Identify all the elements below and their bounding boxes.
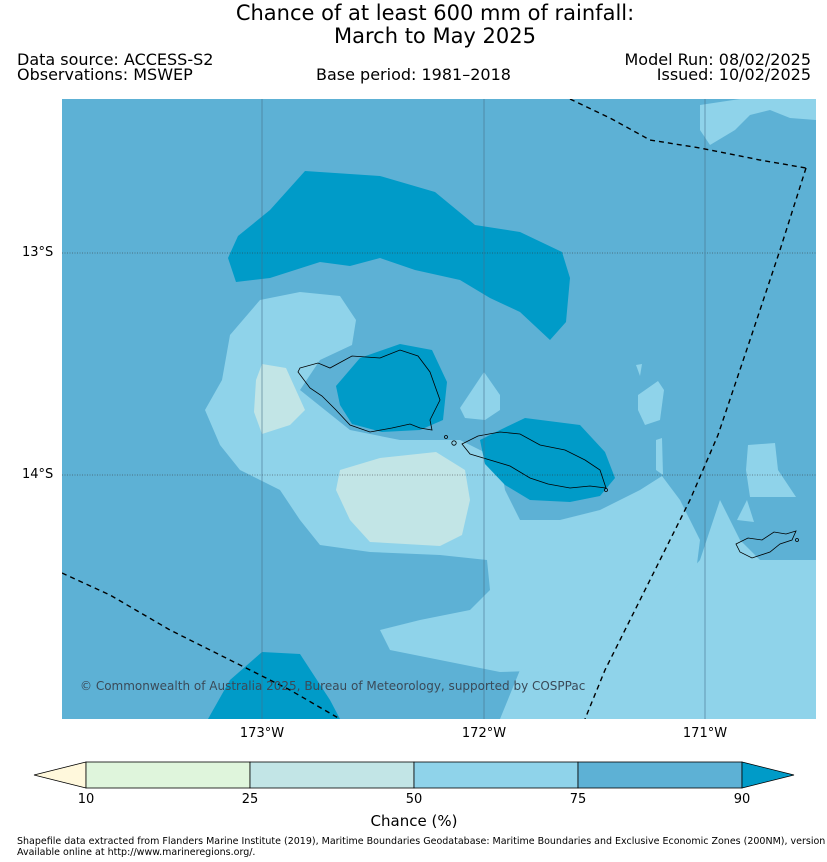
chart-title: Chance of at least 600 mm of rainfall: [235,1,635,25]
colorbar-extend-high [741,761,795,789]
region-90-upolu [336,344,447,432]
colorbar-label: Chance (%) [370,812,458,830]
lon-label-172w: 172°W [461,726,507,741]
region-25-50-center [336,452,470,546]
chart-subtitle: March to May 2025 [334,24,536,48]
lat-label-14s: 14°S [22,467,54,482]
region-25-50-west [254,364,305,434]
copyright-notice: © Commonwealth of Australia 2025, Bureau… [80,679,586,693]
island-savaii [297,349,441,433]
colorbar-tick-25: 25 [241,792,259,807]
region-90-north [228,171,570,340]
colorbar-tick-50: 50 [405,792,423,807]
islet-b [451,440,457,446]
issued-date: Issued: 10/02/2025 [656,65,811,84]
islet-c [604,488,608,492]
colorbar-extend-low [33,761,87,789]
colorbar-tick-75: 75 [569,792,587,807]
region-50-75-northeast [700,99,816,145]
colorbar-tick-90: 90 [733,792,751,807]
colorbar-segment-50-75 [413,761,579,789]
island-upolu [461,431,607,489]
lon-label-173w: 173°W [239,726,285,741]
islet-a [444,435,448,439]
region-50-75-south [500,500,816,719]
colorbar-segment-75-90 [577,761,743,789]
region-90-savaii [480,418,615,502]
region-50-75-right [737,500,754,522]
lat-label-13s: 13°S [22,245,54,260]
region-50-75-east-small [638,381,664,425]
model-run: Model Run: 08/02/2025 [624,50,812,69]
colorbar [33,761,795,789]
colorbar-tick-10: 10 [77,792,95,807]
region-90-southwest [208,652,340,719]
island-tutuila [735,530,797,559]
lon-label-171w: 171°W [682,726,728,741]
observations: Observations: MSWEP [17,65,193,84]
eez-boundary-east [584,167,807,719]
region-50-75-notch [656,438,663,475]
region-50-75-center-small [460,372,500,420]
region-50-75-east [746,443,796,497]
footer-line1: Shapefile data extracted from Flanders M… [17,836,827,847]
eez-boundary-southwest [62,572,341,719]
region-50-75-tiny [636,364,642,376]
colorbar-segment-25-50 [249,761,415,789]
base-period: Base period: 1981–2018 [316,65,511,84]
data-source: Data source: ACCESS-S2 [17,50,214,69]
footer-line2: Available online at http://www.marinereg… [17,847,256,858]
eez-boundary-north [569,99,807,169]
islet-d [795,538,799,542]
colorbar-segment-10-25 [85,761,251,789]
